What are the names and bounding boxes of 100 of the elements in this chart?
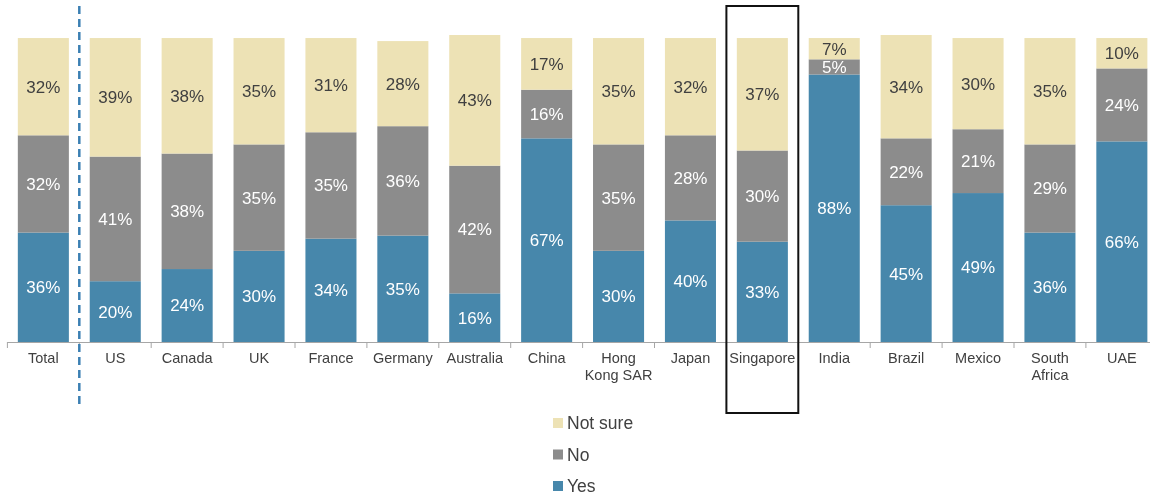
bar bbox=[449, 293, 501, 342]
data-label: 28% bbox=[385, 74, 420, 94]
bar bbox=[89, 38, 141, 157]
bar bbox=[880, 138, 932, 206]
data-label: 42% bbox=[457, 220, 492, 240]
bar bbox=[664, 38, 716, 136]
x-tick-label: Singapore bbox=[729, 350, 796, 366]
bar bbox=[377, 235, 429, 342]
bar bbox=[89, 281, 141, 342]
data-label: 35% bbox=[1032, 82, 1067, 102]
bar bbox=[736, 241, 788, 342]
data-label: 24% bbox=[1104, 95, 1139, 115]
legend-label: Yes bbox=[567, 476, 596, 495]
data-label: 31% bbox=[313, 76, 348, 96]
data-label: 28% bbox=[673, 168, 708, 188]
bar bbox=[593, 38, 645, 145]
data-label: 32% bbox=[673, 77, 708, 97]
bar bbox=[17, 232, 69, 342]
bar bbox=[664, 135, 716, 221]
bar bbox=[161, 269, 213, 342]
data-label: 67% bbox=[529, 231, 564, 251]
data-label: 20% bbox=[98, 302, 133, 322]
bar bbox=[305, 38, 357, 133]
data-label: 35% bbox=[242, 188, 277, 208]
data-label: 41% bbox=[98, 209, 133, 229]
bar bbox=[880, 35, 932, 139]
x-tick-label: Brazil bbox=[888, 350, 925, 366]
bar bbox=[1096, 141, 1148, 342]
bar bbox=[377, 41, 429, 127]
data-label: 43% bbox=[457, 91, 492, 111]
data-label: 30% bbox=[601, 287, 636, 307]
data-label: 40% bbox=[673, 272, 708, 292]
data-label: 22% bbox=[889, 162, 924, 182]
data-label: 16% bbox=[529, 104, 564, 124]
legend-label: No bbox=[567, 444, 590, 465]
bar bbox=[233, 250, 285, 342]
data-label: 45% bbox=[889, 264, 924, 284]
data-label: 30% bbox=[745, 187, 780, 207]
bar bbox=[161, 38, 213, 154]
data-label: 35% bbox=[601, 82, 636, 102]
x-tick-label: Canada bbox=[161, 350, 214, 366]
data-label: 30% bbox=[242, 287, 277, 307]
bar bbox=[161, 153, 213, 270]
bar bbox=[593, 144, 645, 251]
data-label: 16% bbox=[457, 308, 492, 328]
legend-label: Not sure bbox=[567, 413, 634, 434]
data-label: 36% bbox=[26, 278, 61, 298]
x-tick-label: UK bbox=[248, 350, 270, 366]
bar bbox=[89, 156, 141, 282]
bar bbox=[521, 138, 573, 342]
data-label: 32% bbox=[26, 77, 61, 97]
data-label: 35% bbox=[601, 188, 636, 208]
data-label: 33% bbox=[745, 282, 780, 302]
data-label: 5% bbox=[821, 57, 847, 77]
x-tick-label: US bbox=[105, 350, 126, 366]
data-label: 32% bbox=[26, 174, 61, 194]
data-label: 7% bbox=[821, 39, 847, 59]
bar bbox=[952, 38, 1004, 130]
x-tick-label: China bbox=[527, 350, 567, 366]
data-label: 21% bbox=[961, 152, 996, 172]
data-label: 30% bbox=[961, 74, 996, 94]
data-label: 24% bbox=[170, 296, 205, 316]
bar bbox=[1096, 68, 1148, 142]
x-tick-label: Mexico bbox=[955, 350, 1002, 366]
data-label: 38% bbox=[170, 202, 205, 222]
bar bbox=[449, 165, 501, 294]
bar bbox=[952, 129, 1004, 194]
data-label: 35% bbox=[242, 82, 277, 102]
bar bbox=[664, 220, 716, 342]
x-tick-label: South Africa bbox=[1031, 350, 1070, 383]
data-label: 35% bbox=[385, 279, 420, 299]
x-tick-label: Total bbox=[28, 350, 59, 366]
data-label: 10% bbox=[1104, 44, 1139, 64]
data-label: 34% bbox=[889, 77, 924, 97]
x-tick-label: Hong Kong SAR bbox=[584, 350, 653, 383]
data-label: 17% bbox=[529, 54, 564, 74]
bar bbox=[233, 38, 285, 145]
data-label: 39% bbox=[98, 88, 133, 108]
bar bbox=[736, 38, 788, 151]
bar bbox=[808, 74, 860, 342]
bar bbox=[593, 250, 645, 342]
bar bbox=[1024, 144, 1076, 233]
data-label: 35% bbox=[313, 176, 348, 196]
bar bbox=[1024, 38, 1076, 145]
bar bbox=[17, 135, 69, 233]
data-label: 34% bbox=[313, 281, 348, 301]
bar bbox=[736, 150, 788, 242]
x-tick-label: Japan bbox=[670, 350, 711, 366]
x-tick-label: UAE bbox=[1106, 350, 1138, 366]
data-label: 29% bbox=[1032, 179, 1067, 199]
bar bbox=[1024, 232, 1076, 342]
bar bbox=[17, 38, 69, 136]
bar bbox=[305, 238, 357, 342]
x-tick-label: Australia bbox=[446, 350, 504, 366]
bar bbox=[952, 193, 1004, 342]
data-label: 37% bbox=[745, 85, 780, 105]
data-label: 38% bbox=[170, 86, 205, 106]
x-tick-label: France bbox=[308, 350, 354, 366]
data-label: 66% bbox=[1104, 232, 1139, 252]
bar bbox=[233, 144, 285, 251]
